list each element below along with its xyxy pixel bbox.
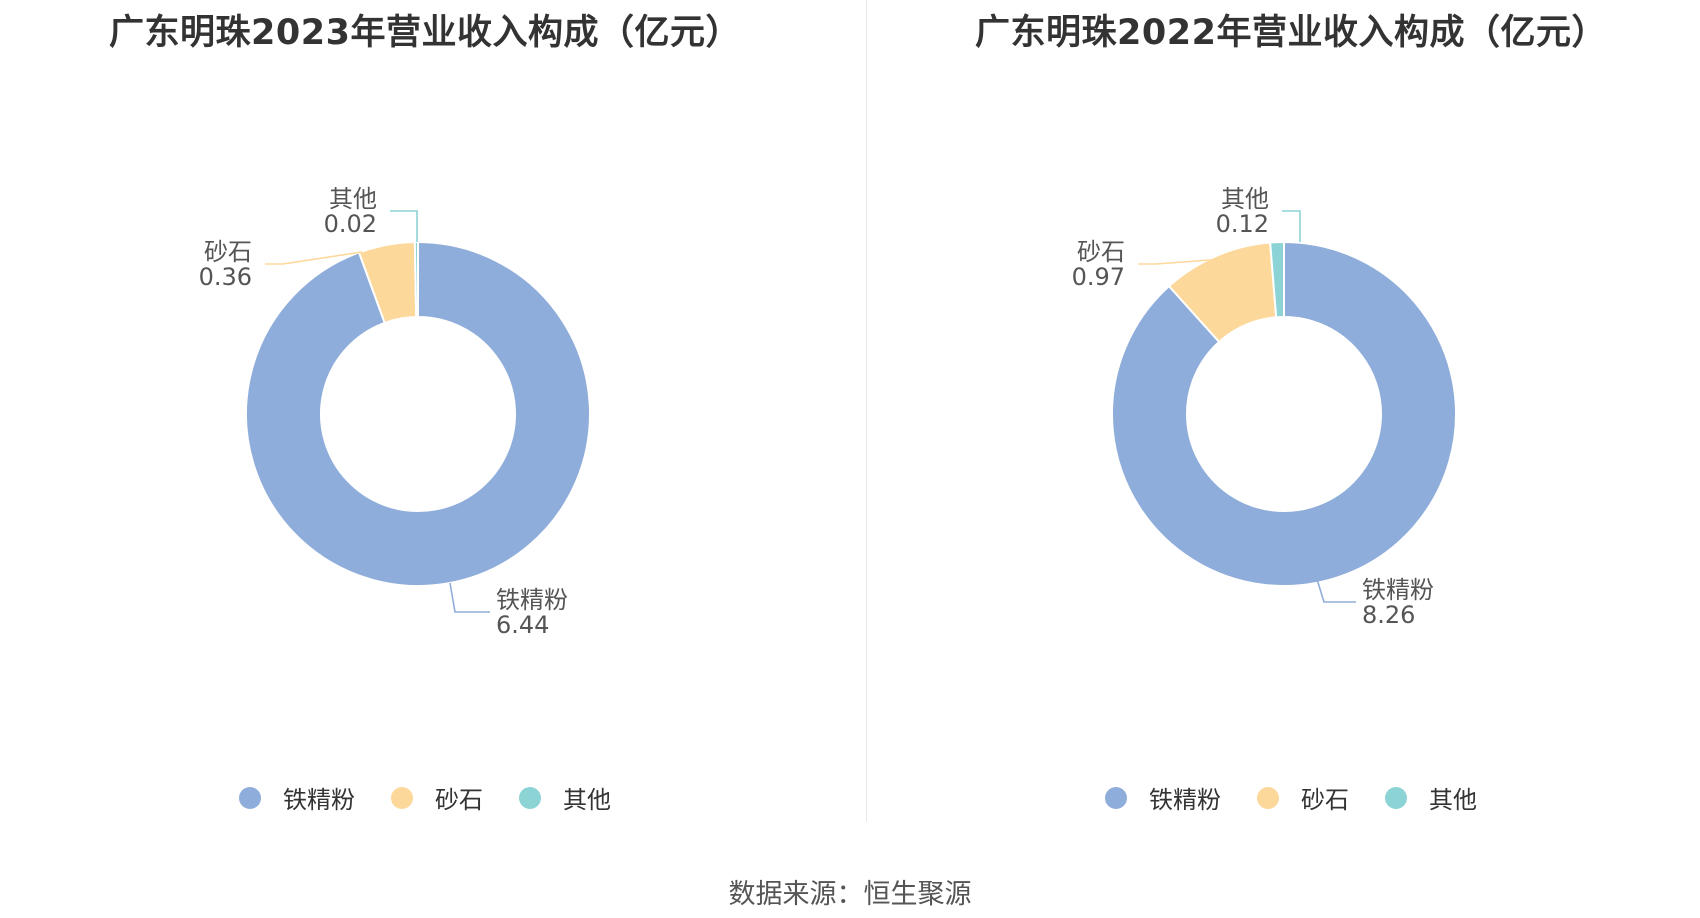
callout-line-tiejingfen	[449, 582, 490, 613]
slice-label-qita: 其他	[1221, 185, 1269, 213]
callout-line-qita	[390, 210, 418, 242]
chart-title: 广东明珠2022年营业收入构成（亿元）	[975, 13, 1607, 53]
panel-divider	[866, 0, 867, 822]
legend-label: 铁精粉	[283, 786, 355, 814]
legend-marker	[1385, 786, 1407, 809]
slice-tiejingfen[interactable]	[245, 240, 591, 587]
legend-label: 其他	[1429, 786, 1477, 814]
data-source: 数据来源：恒生聚源	[728, 879, 972, 910]
slice-label-shashi: 砂石	[204, 238, 252, 266]
slice-label-tiejingfen: 铁精粉	[1362, 576, 1434, 604]
legend-marker	[1105, 786, 1127, 809]
slice-value-tiejingfen: 6.44	[496, 611, 549, 639]
legend-label: 其他	[563, 786, 611, 814]
slice-value-qita: 0.12	[1216, 210, 1269, 238]
slice-qita[interactable]	[1269, 240, 1285, 319]
legend-marker	[1257, 786, 1279, 809]
slice-label-tiejingfen: 铁精粉	[496, 586, 568, 614]
chart-panel-2023: 广东明珠2023年营业收入构成（亿元） 铁精粉 6.44 砂石 0.36 其他 0.02 …	[0, 0, 850, 820]
slice-label-shashi: 砂石	[1077, 238, 1125, 266]
callout-line-tiejingfen	[1315, 575, 1356, 603]
legend-label: 砂石	[1301, 786, 1349, 814]
callout-line-qita	[1282, 210, 1301, 242]
legend-item-qita[interactable]: 其他	[1385, 780, 1477, 815]
legend: 铁精粉 砂石 其他	[866, 780, 1700, 815]
slice-qita[interactable]	[413, 240, 419, 319]
legend: 铁精粉 砂石 其他	[0, 780, 850, 815]
chart-panel-2022: 广东明珠2022年营业收入构成（亿元） 铁精粉 8.26 砂石 0.97 其他 0.12 …	[866, 0, 1700, 820]
legend-marker	[239, 786, 261, 809]
chart-title: 广东明珠2023年营业收入构成（亿元）	[109, 13, 741, 53]
slice-value-shashi: 0.36	[199, 263, 252, 291]
legend-item-qita[interactable]: 其他	[519, 780, 611, 815]
slice-value-shashi: 0.97	[1072, 263, 1125, 291]
legend-item-tiejingfen[interactable]: 铁精粉	[1105, 780, 1221, 815]
slice-value-tiejingfen: 8.26	[1362, 601, 1415, 629]
callout-line-shashi	[265, 251, 363, 265]
legend-item-tiejingfen[interactable]: 铁精粉	[239, 780, 355, 815]
legend-item-shashi[interactable]: 砂石	[1257, 780, 1349, 815]
slice-tiejingfen[interactable]	[1111, 240, 1457, 587]
legend-marker	[391, 786, 413, 809]
callout-line-shashi	[1138, 257, 1238, 265]
legend-item-shashi[interactable]: 砂石	[391, 780, 483, 815]
legend-marker	[519, 786, 541, 809]
legend-label: 砂石	[435, 786, 483, 814]
slice-label-qita: 其他	[329, 185, 377, 213]
legend-label: 铁精粉	[1149, 786, 1221, 814]
slice-value-qita: 0.02	[324, 210, 377, 238]
